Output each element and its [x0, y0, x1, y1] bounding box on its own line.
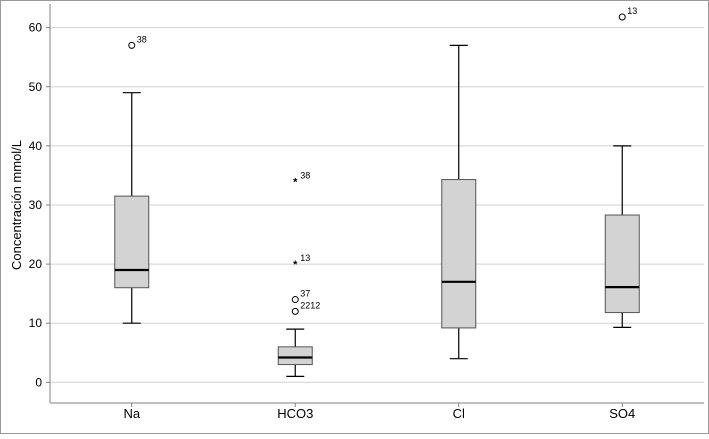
iqr-box — [114, 195, 150, 289]
y-tick-label: 50 — [29, 80, 43, 94]
outlier-circle-marker — [291, 307, 299, 315]
y-tick-label: 30 — [29, 198, 43, 212]
x-tick-label: SO4 — [609, 406, 635, 421]
outlier-label: 2212 — [300, 300, 320, 310]
outlier-label: 13 — [300, 253, 310, 263]
box-na: 38 — [114, 34, 150, 324]
outlier-circle-marker — [618, 13, 626, 21]
y-axis-label: Concentración mmol/L — [9, 140, 24, 270]
outlier-star-marker: * — [293, 259, 298, 271]
y-tick-label: 0 — [35, 375, 42, 389]
outlier-star-marker: * — [293, 176, 298, 188]
iqr-box — [441, 179, 477, 329]
iqr-box — [277, 346, 313, 366]
outlier-circle-marker — [128, 41, 136, 49]
y-tick-label: 60 — [29, 21, 43, 35]
outlier-label: 37 — [300, 289, 310, 299]
iqr-box — [604, 214, 640, 314]
y-tick-label: 10 — [29, 316, 43, 330]
outlier-label: 13 — [627, 6, 637, 16]
box-cl — [441, 44, 477, 360]
outlier-label: 38 — [300, 170, 310, 180]
outlier-circle-marker — [291, 296, 299, 304]
y-tick-label: 20 — [29, 257, 43, 271]
x-tick-label: HCO3 — [277, 406, 313, 421]
x-tick-label: Cl — [453, 406, 465, 421]
gridlines — [50, 27, 704, 383]
box-so4: 13 — [604, 6, 640, 328]
y-tick-label: 40 — [29, 139, 43, 153]
x-tick-label: Na — [123, 406, 140, 421]
outlier-label: 38 — [137, 34, 147, 44]
